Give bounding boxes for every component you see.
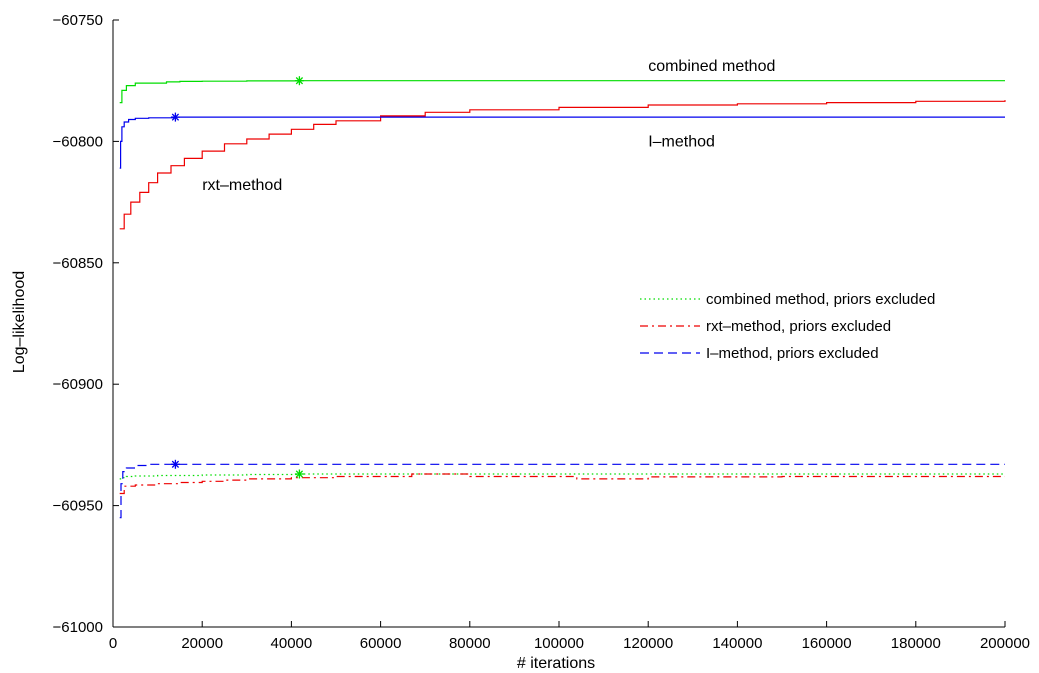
x-tick-label: 100000: [534, 635, 584, 652]
y-axis-title: Log–likelihood: [11, 271, 28, 373]
x-tick-label: 80000: [449, 635, 491, 652]
x-tick-label: 40000: [271, 635, 313, 652]
annotation-label-2: I–method: [648, 133, 715, 150]
x-tick-label: 180000: [891, 635, 941, 652]
y-tick-label: −60900: [53, 376, 103, 393]
series-line-4: [119, 473, 1005, 480]
series-marker-4: [170, 459, 180, 469]
marker-layer: [170, 76, 304, 479]
x-axis-ticks: 0 20000 40000 60000 80000 100000 120000 140000 1…: [109, 621, 1030, 652]
x-tick-label: 200000: [980, 635, 1030, 652]
y-tick-label: −60800: [53, 133, 103, 150]
annotation-layer: combined method I–method rxt–method: [202, 58, 775, 194]
x-tick-label: 160000: [802, 635, 852, 652]
series-marker-1: [294, 76, 304, 86]
series-marker-3: [294, 469, 304, 479]
legend-label-3: I–method, priors excluded: [706, 345, 879, 362]
y-tick-label: −60950: [53, 498, 103, 515]
y-tick-label: −60750: [53, 12, 103, 29]
series-line-3: [119, 116, 1005, 169]
series-marker-2: [170, 112, 180, 122]
series-layer: [119, 80, 1006, 519]
annotation-label-1: combined method: [648, 58, 775, 75]
x-axis-title: # iterations: [517, 655, 595, 672]
series-line-2: [119, 100, 1006, 230]
legend: combined method, priors excluded rxt–meth…: [640, 291, 935, 362]
annotation-label-3: rxt–method: [202, 177, 282, 194]
y-axis-ticks: −61000 −60950 −60900 −60850 −60800 −60750: [53, 12, 119, 636]
y-tick-label: −60850: [53, 255, 103, 272]
x-tick-label: 120000: [623, 635, 673, 652]
y-tick-label: −61000: [53, 619, 103, 636]
legend-label-2: rxt–method, priors excluded: [706, 318, 891, 335]
series-line-5: [119, 473, 1005, 495]
x-tick-label: 140000: [712, 635, 762, 652]
series-line-1: [119, 80, 1005, 104]
x-tick-label: 0: [109, 635, 117, 652]
series-line-6: [119, 463, 1005, 519]
x-tick-label: 20000: [181, 635, 223, 652]
legend-label-1: combined method, priors excluded: [706, 291, 935, 308]
x-tick-label: 60000: [360, 635, 402, 652]
